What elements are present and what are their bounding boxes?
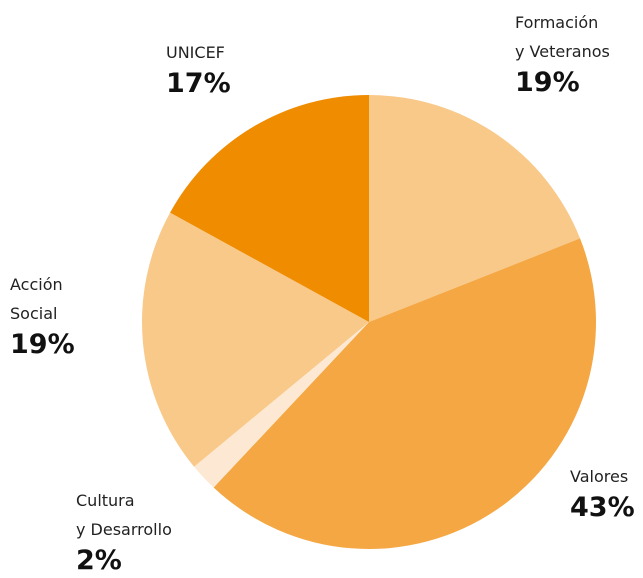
category-label: y Veteranos xyxy=(515,42,610,61)
category-label: Acción xyxy=(10,275,63,294)
pie-slice xyxy=(369,95,581,322)
pie-slice xyxy=(170,95,369,322)
value-label: 19% xyxy=(515,67,580,98)
category-label: Cultura xyxy=(76,491,135,510)
category-label: Social xyxy=(10,304,58,323)
category-label: UNICEF xyxy=(166,43,225,62)
category-label: y Desarrollo xyxy=(76,520,172,539)
value-label: 19% xyxy=(10,329,75,360)
value-label: 2% xyxy=(76,545,122,576)
slice-label: Cultura y Desarrollo 2% xyxy=(76,486,172,578)
slice-label: Valores 43% xyxy=(570,462,635,525)
pie-slice xyxy=(213,238,596,549)
value-label: 17% xyxy=(166,68,231,99)
pie-slice xyxy=(142,212,369,467)
slice-label: UNICEF 17% xyxy=(166,38,231,101)
pie-slice xyxy=(194,322,369,488)
category-label: Formación xyxy=(515,13,599,32)
value-label: 43% xyxy=(570,492,635,523)
category-label: Valores xyxy=(570,467,629,486)
slice-label: Acción Social 19% xyxy=(10,270,75,362)
slice-label: Formación y Veteranos 19% xyxy=(515,8,610,100)
